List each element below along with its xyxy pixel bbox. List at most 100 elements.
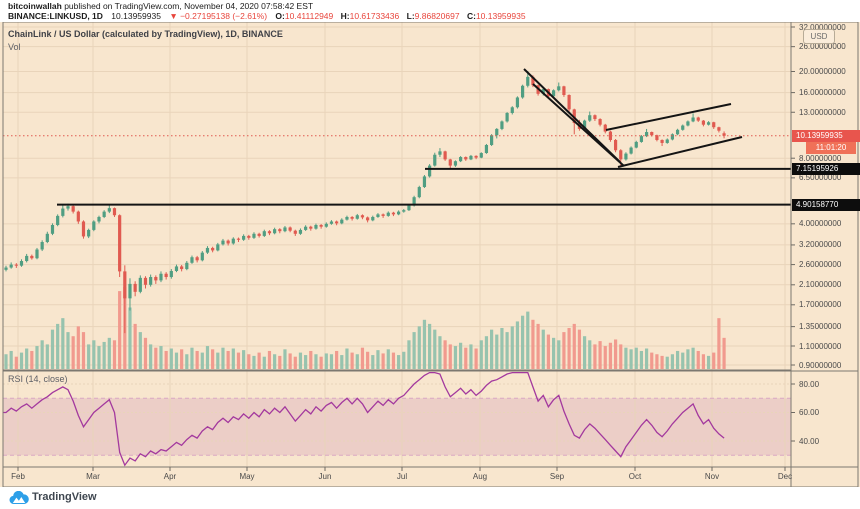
volume-bar <box>138 332 142 369</box>
volume-bar <box>722 337 726 369</box>
volume-bar <box>712 352 716 369</box>
candle-body <box>572 109 576 124</box>
candle-body <box>428 165 432 177</box>
candle-body <box>174 266 179 271</box>
volume-bar <box>19 352 24 369</box>
time-tick-label: Apr <box>163 472 177 481</box>
candle-body <box>479 153 483 158</box>
chart-background <box>0 22 860 487</box>
volume-bar <box>211 349 215 369</box>
candle-body <box>138 277 142 292</box>
rsi-legend[interactable]: RSI (14, close) <box>8 374 68 384</box>
volume-bar <box>76 326 80 369</box>
volume-bar <box>691 347 695 369</box>
volume-bar <box>340 355 344 369</box>
time-tick-label: May <box>239 472 255 481</box>
volume-bar <box>603 346 607 369</box>
time-tick-label: Dec <box>777 472 793 481</box>
volume-legend[interactable]: Vol <box>8 42 21 52</box>
volume-bar <box>324 353 328 369</box>
candle-body <box>30 255 34 259</box>
trendline-drawing[interactable] <box>532 83 625 167</box>
price-tick-label: 16.00000000 <box>799 88 846 98</box>
candle-body <box>629 147 633 154</box>
price-tick-label: 6.50000000 <box>799 173 842 183</box>
candle-body <box>634 141 638 148</box>
close-label: C: <box>466 11 476 21</box>
symbol-label: BINANCE:LINKUSD, 1D <box>8 11 103 21</box>
volume-bar <box>216 352 220 369</box>
candle-body <box>205 247 210 253</box>
volume-bar <box>686 349 690 369</box>
price-tick-label: 0.90000000 <box>799 360 842 370</box>
volume-bar <box>200 352 204 369</box>
volume-bar <box>675 350 680 369</box>
candle-body <box>61 208 65 216</box>
candle-body <box>681 125 685 130</box>
candle-body <box>185 262 189 270</box>
volume-bar <box>66 332 70 369</box>
volume-bar <box>247 354 251 369</box>
candle-body <box>624 153 628 160</box>
candle-body <box>381 214 385 216</box>
volume-bar <box>102 341 106 369</box>
volume-bar <box>469 344 473 369</box>
currency-toggle-button[interactable]: USD <box>803 29 835 44</box>
open-label: O: <box>275 11 285 21</box>
candle-body <box>371 216 375 221</box>
volume-bar <box>634 347 638 369</box>
trendline-drawing[interactable] <box>523 68 621 163</box>
candle-body <box>588 115 592 121</box>
candle-body <box>226 240 230 244</box>
candle-body <box>76 211 80 222</box>
candle-body <box>262 231 266 236</box>
trendline-drawing[interactable] <box>605 103 732 131</box>
candle-body <box>608 131 613 140</box>
volume-bar <box>701 354 706 369</box>
volume-bar <box>650 352 654 369</box>
attribution-bar: bitcoinwallah published on TradingView.c… <box>0 0 860 22</box>
volume-bar <box>391 352 396 369</box>
volume-bar <box>14 356 18 369</box>
volume-bar <box>40 340 44 369</box>
volume-bar <box>567 328 571 369</box>
candle-body <box>247 235 251 238</box>
candle-body <box>319 225 323 227</box>
trendline-drawing[interactable] <box>617 136 743 168</box>
volume-bar <box>660 355 664 369</box>
symbol-info-row: BINANCE:LINKUSD, 1D 10.13959935 ▼ −0.271… <box>8 11 526 21</box>
volume-bar <box>613 339 618 369</box>
candle-body <box>417 187 421 198</box>
volume-bar <box>9 350 13 369</box>
candle-body <box>453 161 458 166</box>
volume-bar <box>562 332 566 369</box>
candle-body <box>397 211 401 215</box>
volume-bar <box>386 349 390 369</box>
high-value: 10.61733436 <box>349 11 400 21</box>
time-tick-label: Oct <box>628 472 642 481</box>
volume-bar <box>81 332 86 369</box>
chart-canvas[interactable] <box>0 22 860 487</box>
volume-bar <box>298 352 303 369</box>
price-tick-label: 13.00000000 <box>799 107 846 117</box>
volume-bar <box>531 319 535 369</box>
series-legend[interactable]: ChainLink / US Dollar (calculated by Tra… <box>8 29 283 39</box>
candle-body <box>541 89 545 94</box>
chart-area[interactable]: ChainLink / US Dollar (calculated by Tra… <box>0 22 860 487</box>
volume-bar <box>195 350 199 369</box>
candle-body <box>567 95 571 110</box>
candle-body <box>345 216 349 220</box>
tradingview-brand-text[interactable]: TradingView <box>32 491 97 503</box>
volume-bar <box>629 349 633 369</box>
time-tick-label: Sep <box>549 472 565 481</box>
candle-body <box>200 252 204 261</box>
volume-bar <box>267 350 272 369</box>
candle-body <box>464 157 468 160</box>
volume-bar <box>402 351 406 369</box>
candle-body <box>102 211 106 217</box>
volume-bar <box>112 340 117 369</box>
volume-bar <box>231 348 235 369</box>
candle-body <box>655 135 659 140</box>
tradingview-logo-icon[interactable] <box>9 491 29 505</box>
